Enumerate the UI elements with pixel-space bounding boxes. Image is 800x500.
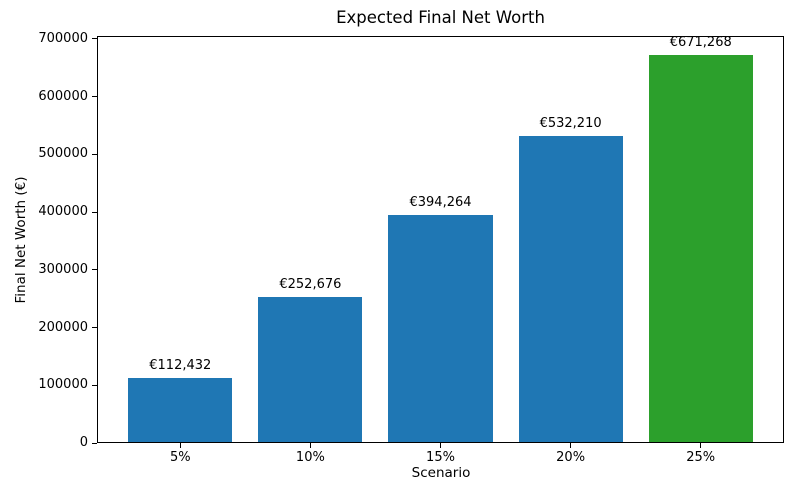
bar bbox=[258, 297, 363, 442]
y-tick-label: 100000 bbox=[38, 377, 88, 393]
x-tick-label: 20% bbox=[556, 450, 586, 465]
chart-title: Expected Final Net Worth bbox=[336, 8, 545, 27]
y-tick-label: 600000 bbox=[38, 88, 88, 104]
y-tick-mark bbox=[92, 96, 97, 98]
y-tick-label: 300000 bbox=[38, 261, 88, 277]
x-tick-mark bbox=[179, 443, 181, 448]
x-tick-mark bbox=[570, 443, 572, 448]
bar bbox=[388, 215, 493, 442]
y-tick-label: 500000 bbox=[38, 146, 88, 162]
x-axis-title: Scenario bbox=[411, 465, 471, 481]
x-tick-mark bbox=[700, 443, 702, 448]
x-tick-label: 15% bbox=[426, 450, 455, 465]
y-tick-label: 0 bbox=[79, 435, 88, 450]
y-tick-mark bbox=[92, 38, 97, 40]
y-tick-mark bbox=[92, 384, 97, 386]
x-tick-label: 25% bbox=[686, 450, 716, 465]
bar bbox=[128, 378, 233, 442]
bar-value-label: €532,210 bbox=[539, 115, 602, 131]
y-tick-mark bbox=[92, 327, 97, 328]
x-tick-mark bbox=[309, 443, 311, 448]
bar-value-label: €112,432 bbox=[149, 358, 212, 374]
y-axis-title: Final Net Worth (€) bbox=[13, 176, 29, 304]
x-tick-label: 10% bbox=[295, 450, 325, 465]
bar bbox=[648, 55, 753, 442]
bar-value-label: €671,268 bbox=[669, 35, 732, 51]
bar bbox=[518, 135, 623, 442]
bar-value-label: €252,676 bbox=[279, 277, 342, 293]
x-tick-label: 5% bbox=[169, 450, 191, 465]
y-tick-mark bbox=[92, 269, 97, 271]
y-tick-mark bbox=[92, 211, 97, 213]
x-tick-mark bbox=[440, 443, 441, 448]
y-tick-label: 700000 bbox=[38, 30, 88, 46]
y-tick-mark bbox=[92, 153, 97, 155]
y-tick-mark bbox=[92, 442, 97, 444]
y-tick-label: 200000 bbox=[38, 319, 88, 335]
y-tick-label: 400000 bbox=[38, 204, 88, 220]
bar-value-label: €394,264 bbox=[409, 195, 472, 211]
